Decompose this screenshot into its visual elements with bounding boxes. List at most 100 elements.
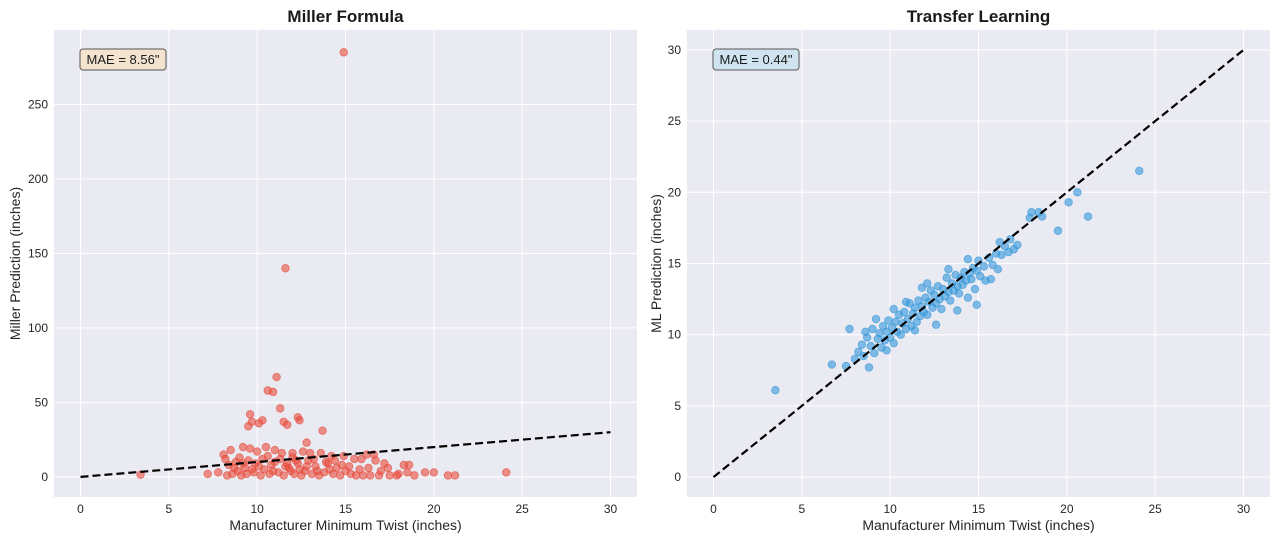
data-point <box>868 324 877 334</box>
data-point <box>997 250 1006 260</box>
data-point <box>268 466 278 476</box>
x-tick-label: 5 <box>165 502 172 516</box>
data-point <box>979 262 988 271</box>
data-point <box>295 465 304 474</box>
data-point <box>884 316 893 325</box>
data-point <box>901 297 911 307</box>
data-point <box>350 454 359 464</box>
data-point <box>891 317 900 327</box>
data-point <box>219 450 228 459</box>
data-point <box>1135 166 1144 176</box>
data-point <box>261 442 271 452</box>
data-point <box>364 463 373 473</box>
data-point <box>286 466 295 476</box>
data-point <box>272 372 281 382</box>
x-tick-label: 25 <box>515 502 529 516</box>
data-point <box>371 456 380 465</box>
data-point <box>845 324 854 334</box>
data-point <box>861 327 870 337</box>
data-point <box>420 468 430 477</box>
data-point <box>214 468 223 477</box>
data-point <box>394 469 403 479</box>
data-point <box>1000 242 1010 251</box>
data-point <box>366 471 375 480</box>
x-tick-label: 20 <box>427 502 441 516</box>
x-tick-label: 10 <box>883 502 897 516</box>
data-point <box>336 471 345 480</box>
transfer-learning-panel: 0 5 10 15 20 25 30 0 5 10 15 20 25 30 Transfer Learnin… <box>648 7 1270 533</box>
data-point <box>870 348 879 358</box>
data-point <box>942 273 951 282</box>
data-point <box>963 293 973 302</box>
data-point <box>374 471 384 480</box>
reference-line <box>80 431 611 478</box>
y-tick-label: 50 <box>35 395 49 409</box>
data-point <box>298 447 308 456</box>
data-point <box>245 410 255 419</box>
data-point <box>318 426 327 435</box>
data-point <box>244 422 253 431</box>
data-point <box>993 264 1003 274</box>
data-point <box>771 386 780 395</box>
data-point <box>864 363 874 372</box>
data-point <box>450 471 460 480</box>
data-point <box>410 471 419 480</box>
data-point <box>967 274 976 284</box>
x-tick-label: 15 <box>972 502 986 516</box>
data-point <box>946 296 955 305</box>
data-point <box>399 460 408 470</box>
data-point <box>900 307 909 317</box>
data-point <box>279 471 288 480</box>
data-point <box>1006 235 1015 244</box>
data-point <box>275 404 285 413</box>
x-tick-label: 25 <box>1148 502 1162 516</box>
x-tick-label: 0 <box>710 502 717 516</box>
x-tick-label: 30 <box>604 502 618 516</box>
data-point <box>254 419 264 428</box>
data-point <box>325 465 334 474</box>
data-point <box>889 304 898 314</box>
data-point <box>896 330 905 339</box>
mae-annotation: MAE = 0.44" <box>720 52 793 67</box>
data-point <box>882 346 891 355</box>
data-point <box>953 306 962 315</box>
data-point <box>871 314 881 324</box>
data-point <box>857 340 867 349</box>
data-point <box>970 284 980 294</box>
mae-annotation: MAE = 8.56" <box>87 52 160 67</box>
data-point <box>1083 212 1093 221</box>
data-point <box>321 457 331 467</box>
y-axis-label: ML Prediction (inches) <box>648 194 664 333</box>
data-point <box>875 329 884 338</box>
y-tick-label: 20 <box>668 185 682 199</box>
data-point <box>889 339 898 348</box>
data-point <box>302 462 311 471</box>
mae-annotation-box <box>79 48 167 71</box>
data-point <box>203 469 212 479</box>
data-point <box>937 304 946 314</box>
miller-formula-panel: 0 5 10 15 20 25 30 0 50 100 150 200 250 Miller Formul… <box>7 7 637 533</box>
y-tick-label: 0 <box>41 470 48 484</box>
y-tick-label: 250 <box>28 97 48 111</box>
data-point <box>355 465 364 474</box>
x-axis-label: Manufacturer Minimum Twist (inches) <box>229 517 461 533</box>
y-axis-label: Miller Prediction (inches) <box>7 187 23 340</box>
reference-line <box>712 49 1245 478</box>
data-point <box>1053 226 1063 235</box>
data-point <box>923 310 932 319</box>
data-point <box>443 471 453 480</box>
y-tick-label: 0 <box>674 470 681 484</box>
data-point <box>229 463 239 473</box>
data-point <box>1009 245 1019 254</box>
y-tick-label: 200 <box>28 172 48 186</box>
data-point <box>403 468 412 477</box>
data-point <box>238 442 248 452</box>
data-point <box>910 326 920 335</box>
data-point <box>302 438 311 447</box>
data-point <box>986 274 996 284</box>
x-tick-label: 15 <box>339 502 353 516</box>
data-point <box>330 456 340 465</box>
data-point <box>339 48 348 57</box>
x-tick-label: 0 <box>77 502 84 516</box>
data-point <box>1037 212 1047 221</box>
